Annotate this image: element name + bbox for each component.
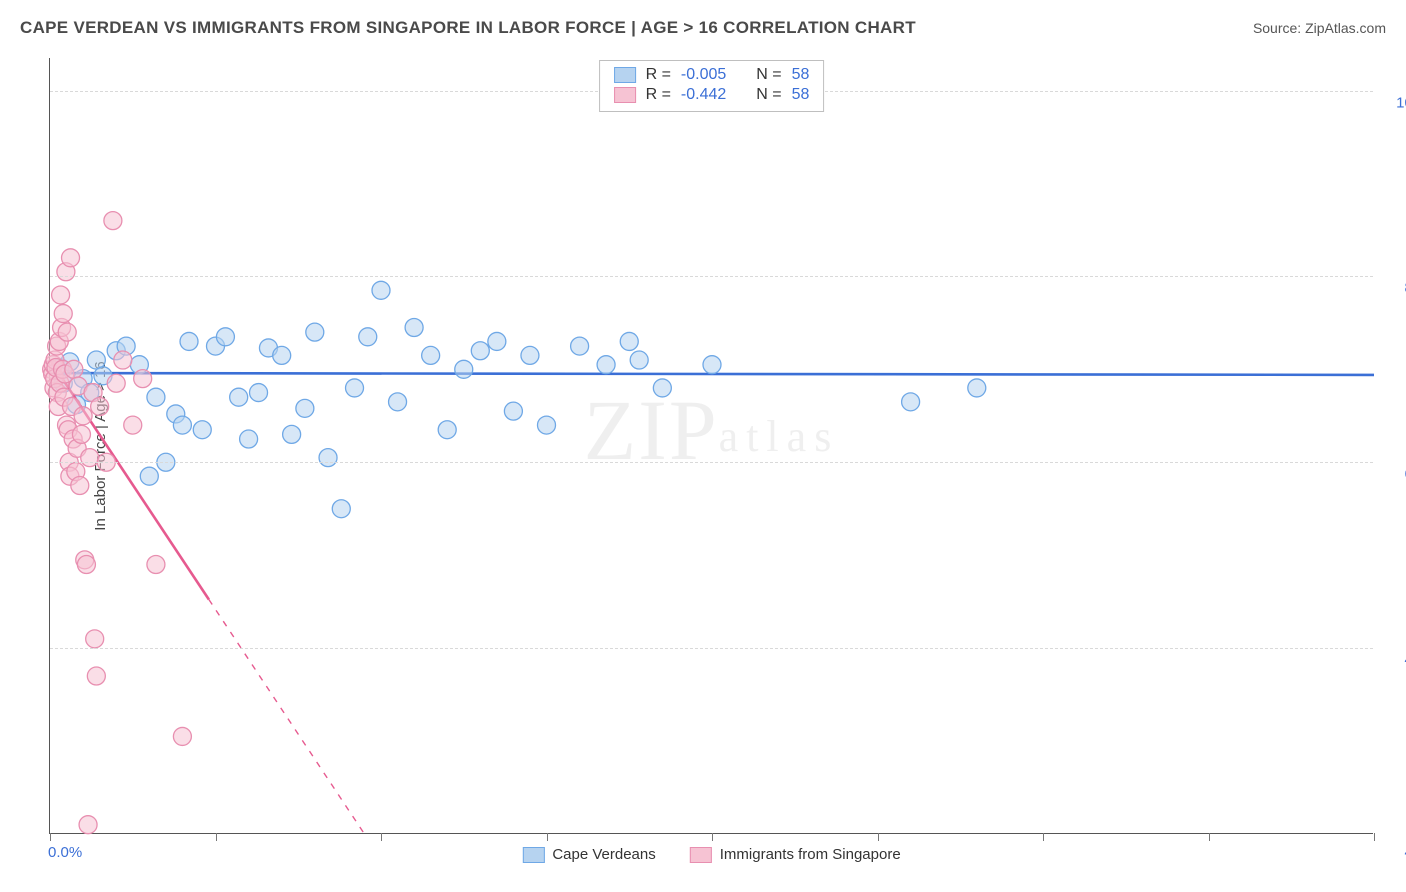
- legend-n-value: 58: [792, 86, 810, 104]
- series-legend-item: Immigrants from Singapore: [690, 846, 901, 863]
- series-legend: Cape Verdeans Immigrants from Singapore: [522, 846, 900, 863]
- y-axis-tick-label: 60.0%: [1377, 466, 1406, 483]
- legend-n-label: N =: [756, 66, 781, 84]
- y-axis-tick-label: 40.0%: [1377, 652, 1406, 669]
- legend-row: R = -0.005 N = 58: [614, 65, 810, 85]
- legend-n-value: 58: [792, 66, 810, 84]
- x-axis-min-label: 0.0%: [48, 844, 82, 861]
- legend-swatch-blue: [614, 67, 636, 83]
- legend-r-label: R =: [646, 86, 671, 104]
- grid-line: [50, 276, 1373, 277]
- series-legend-item: Cape Verdeans: [522, 846, 655, 863]
- x-axis-tick: [1209, 833, 1210, 841]
- x-axis-tick: [712, 833, 713, 841]
- grid-line: [50, 462, 1373, 463]
- legend-swatch-blue: [522, 847, 544, 863]
- series-label: Immigrants from Singapore: [720, 846, 901, 863]
- y-axis-tick-label: 100.0%: [1377, 94, 1406, 111]
- legend-row: R = -0.442 N = 58: [614, 85, 810, 105]
- legend-n-label: N =: [756, 86, 781, 104]
- x-axis-max-label: 40.0%: [1377, 844, 1406, 861]
- x-axis-tick: [547, 833, 548, 841]
- legend-r-label: R =: [646, 66, 671, 84]
- chart-title: CAPE VERDEAN VS IMMIGRANTS FROM SINGAPOR…: [20, 18, 916, 38]
- x-axis-tick: [878, 833, 879, 841]
- x-axis-tick: [50, 833, 51, 841]
- x-axis-tick: [1043, 833, 1044, 841]
- legend-r-value: -0.442: [681, 86, 726, 104]
- legend-r-value: -0.005: [681, 66, 726, 84]
- series-label: Cape Verdeans: [552, 846, 655, 863]
- legend-swatch-pink: [690, 847, 712, 863]
- source-attribution: Source: ZipAtlas.com: [1253, 20, 1386, 36]
- y-axis-tick-label: 80.0%: [1377, 280, 1406, 297]
- chart-svg: [50, 58, 1373, 833]
- x-axis-tick: [216, 833, 217, 841]
- correlation-legend: R = -0.005 N = 58 R = -0.442 N = 58: [599, 60, 825, 112]
- grid-line: [50, 648, 1373, 649]
- x-axis-tick: [381, 833, 382, 841]
- x-axis-tick: [1374, 833, 1375, 841]
- legend-swatch-pink: [614, 87, 636, 103]
- chart-plot-area: R = -0.005 N = 58 R = -0.442 N = 58 ZIPa…: [49, 58, 1373, 834]
